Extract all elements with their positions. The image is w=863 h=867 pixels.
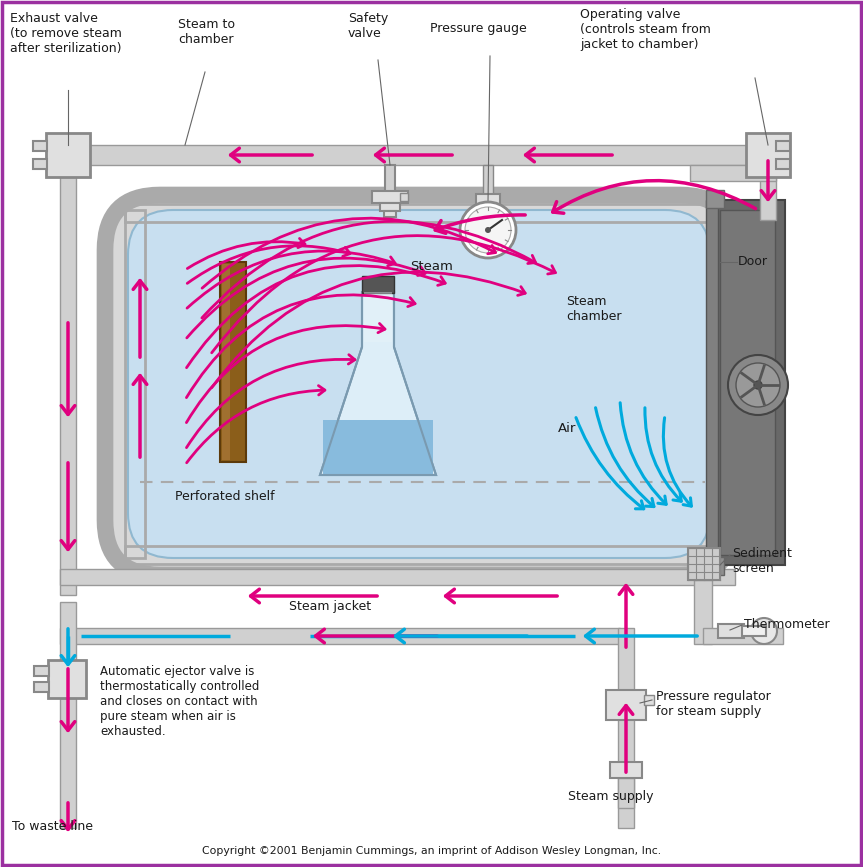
Bar — [60, 698, 76, 828]
Bar — [760, 165, 776, 220]
Bar — [703, 628, 783, 644]
Bar — [33, 141, 47, 151]
Text: To waste line: To waste line — [12, 820, 93, 833]
Text: Steam: Steam — [410, 260, 453, 273]
Bar — [125, 210, 145, 558]
Bar — [46, 133, 90, 177]
Bar — [400, 193, 408, 201]
Circle shape — [754, 381, 762, 389]
Bar — [60, 165, 76, 595]
Bar — [710, 200, 785, 565]
FancyBboxPatch shape — [128, 210, 710, 558]
Bar — [60, 602, 76, 660]
Text: Exhaust valve
(to remove steam
after sterilization): Exhaust valve (to remove steam after ste… — [10, 12, 122, 55]
Circle shape — [460, 202, 516, 258]
Circle shape — [465, 207, 511, 253]
Text: Steam
chamber: Steam chamber — [566, 295, 621, 323]
Bar — [125, 546, 710, 564]
Bar — [220, 262, 246, 462]
Bar — [60, 628, 620, 644]
Bar — [364, 292, 392, 342]
Bar — [372, 191, 408, 203]
Text: Sediment
screen: Sediment screen — [732, 547, 792, 575]
Text: Air: Air — [558, 422, 576, 435]
Bar — [706, 190, 724, 208]
Bar — [694, 580, 712, 644]
Circle shape — [751, 618, 777, 644]
Bar — [476, 194, 500, 210]
Circle shape — [736, 363, 780, 407]
Bar — [60, 145, 776, 165]
Bar — [688, 548, 720, 580]
Bar — [483, 165, 493, 202]
Polygon shape — [320, 292, 436, 475]
Bar — [706, 557, 724, 575]
Bar — [222, 264, 230, 460]
Bar — [48, 660, 86, 698]
Bar — [380, 203, 400, 211]
Text: Steam jacket: Steam jacket — [289, 600, 371, 613]
Bar — [618, 628, 634, 828]
Bar — [610, 762, 642, 778]
Bar — [776, 159, 790, 169]
Bar — [618, 778, 634, 808]
Bar — [644, 695, 654, 705]
Bar — [362, 276, 394, 293]
Bar — [125, 204, 710, 222]
Circle shape — [728, 355, 788, 415]
Bar — [742, 626, 766, 636]
Text: Safety
valve: Safety valve — [348, 12, 388, 40]
Bar — [606, 690, 646, 720]
Bar — [385, 165, 395, 193]
Bar — [720, 210, 775, 555]
Text: Steam to
chamber: Steam to chamber — [178, 18, 235, 46]
Text: Steam supply: Steam supply — [568, 790, 653, 803]
Bar — [718, 624, 744, 638]
FancyBboxPatch shape — [105, 195, 735, 575]
Text: Operating valve
(controls steam from
jacket to chamber): Operating valve (controls steam from jac… — [580, 8, 711, 51]
Text: Perforated shelf: Perforated shelf — [175, 490, 274, 503]
Polygon shape — [323, 420, 433, 475]
Text: Thermometer: Thermometer — [744, 618, 829, 631]
Text: Automatic ejector valve is
thermostatically controlled
and closes on contact wit: Automatic ejector valve is thermostatica… — [100, 665, 260, 738]
Text: Door: Door — [738, 255, 768, 268]
Bar — [690, 165, 776, 181]
Bar — [34, 682, 49, 692]
Bar — [384, 211, 396, 217]
Bar — [746, 133, 790, 177]
Circle shape — [485, 227, 491, 233]
Text: Copyright ©2001 Benjamin Cummings, an imprint of Addison Wesley Longman, Inc.: Copyright ©2001 Benjamin Cummings, an im… — [203, 846, 662, 856]
Bar — [776, 141, 790, 151]
Bar — [34, 666, 49, 676]
Bar — [33, 159, 47, 169]
Bar — [694, 548, 712, 575]
Text: Pressure gauge: Pressure gauge — [430, 22, 526, 35]
Bar — [60, 569, 735, 585]
Text: Pressure regulator
for steam supply: Pressure regulator for steam supply — [656, 690, 771, 718]
Bar — [706, 200, 718, 565]
